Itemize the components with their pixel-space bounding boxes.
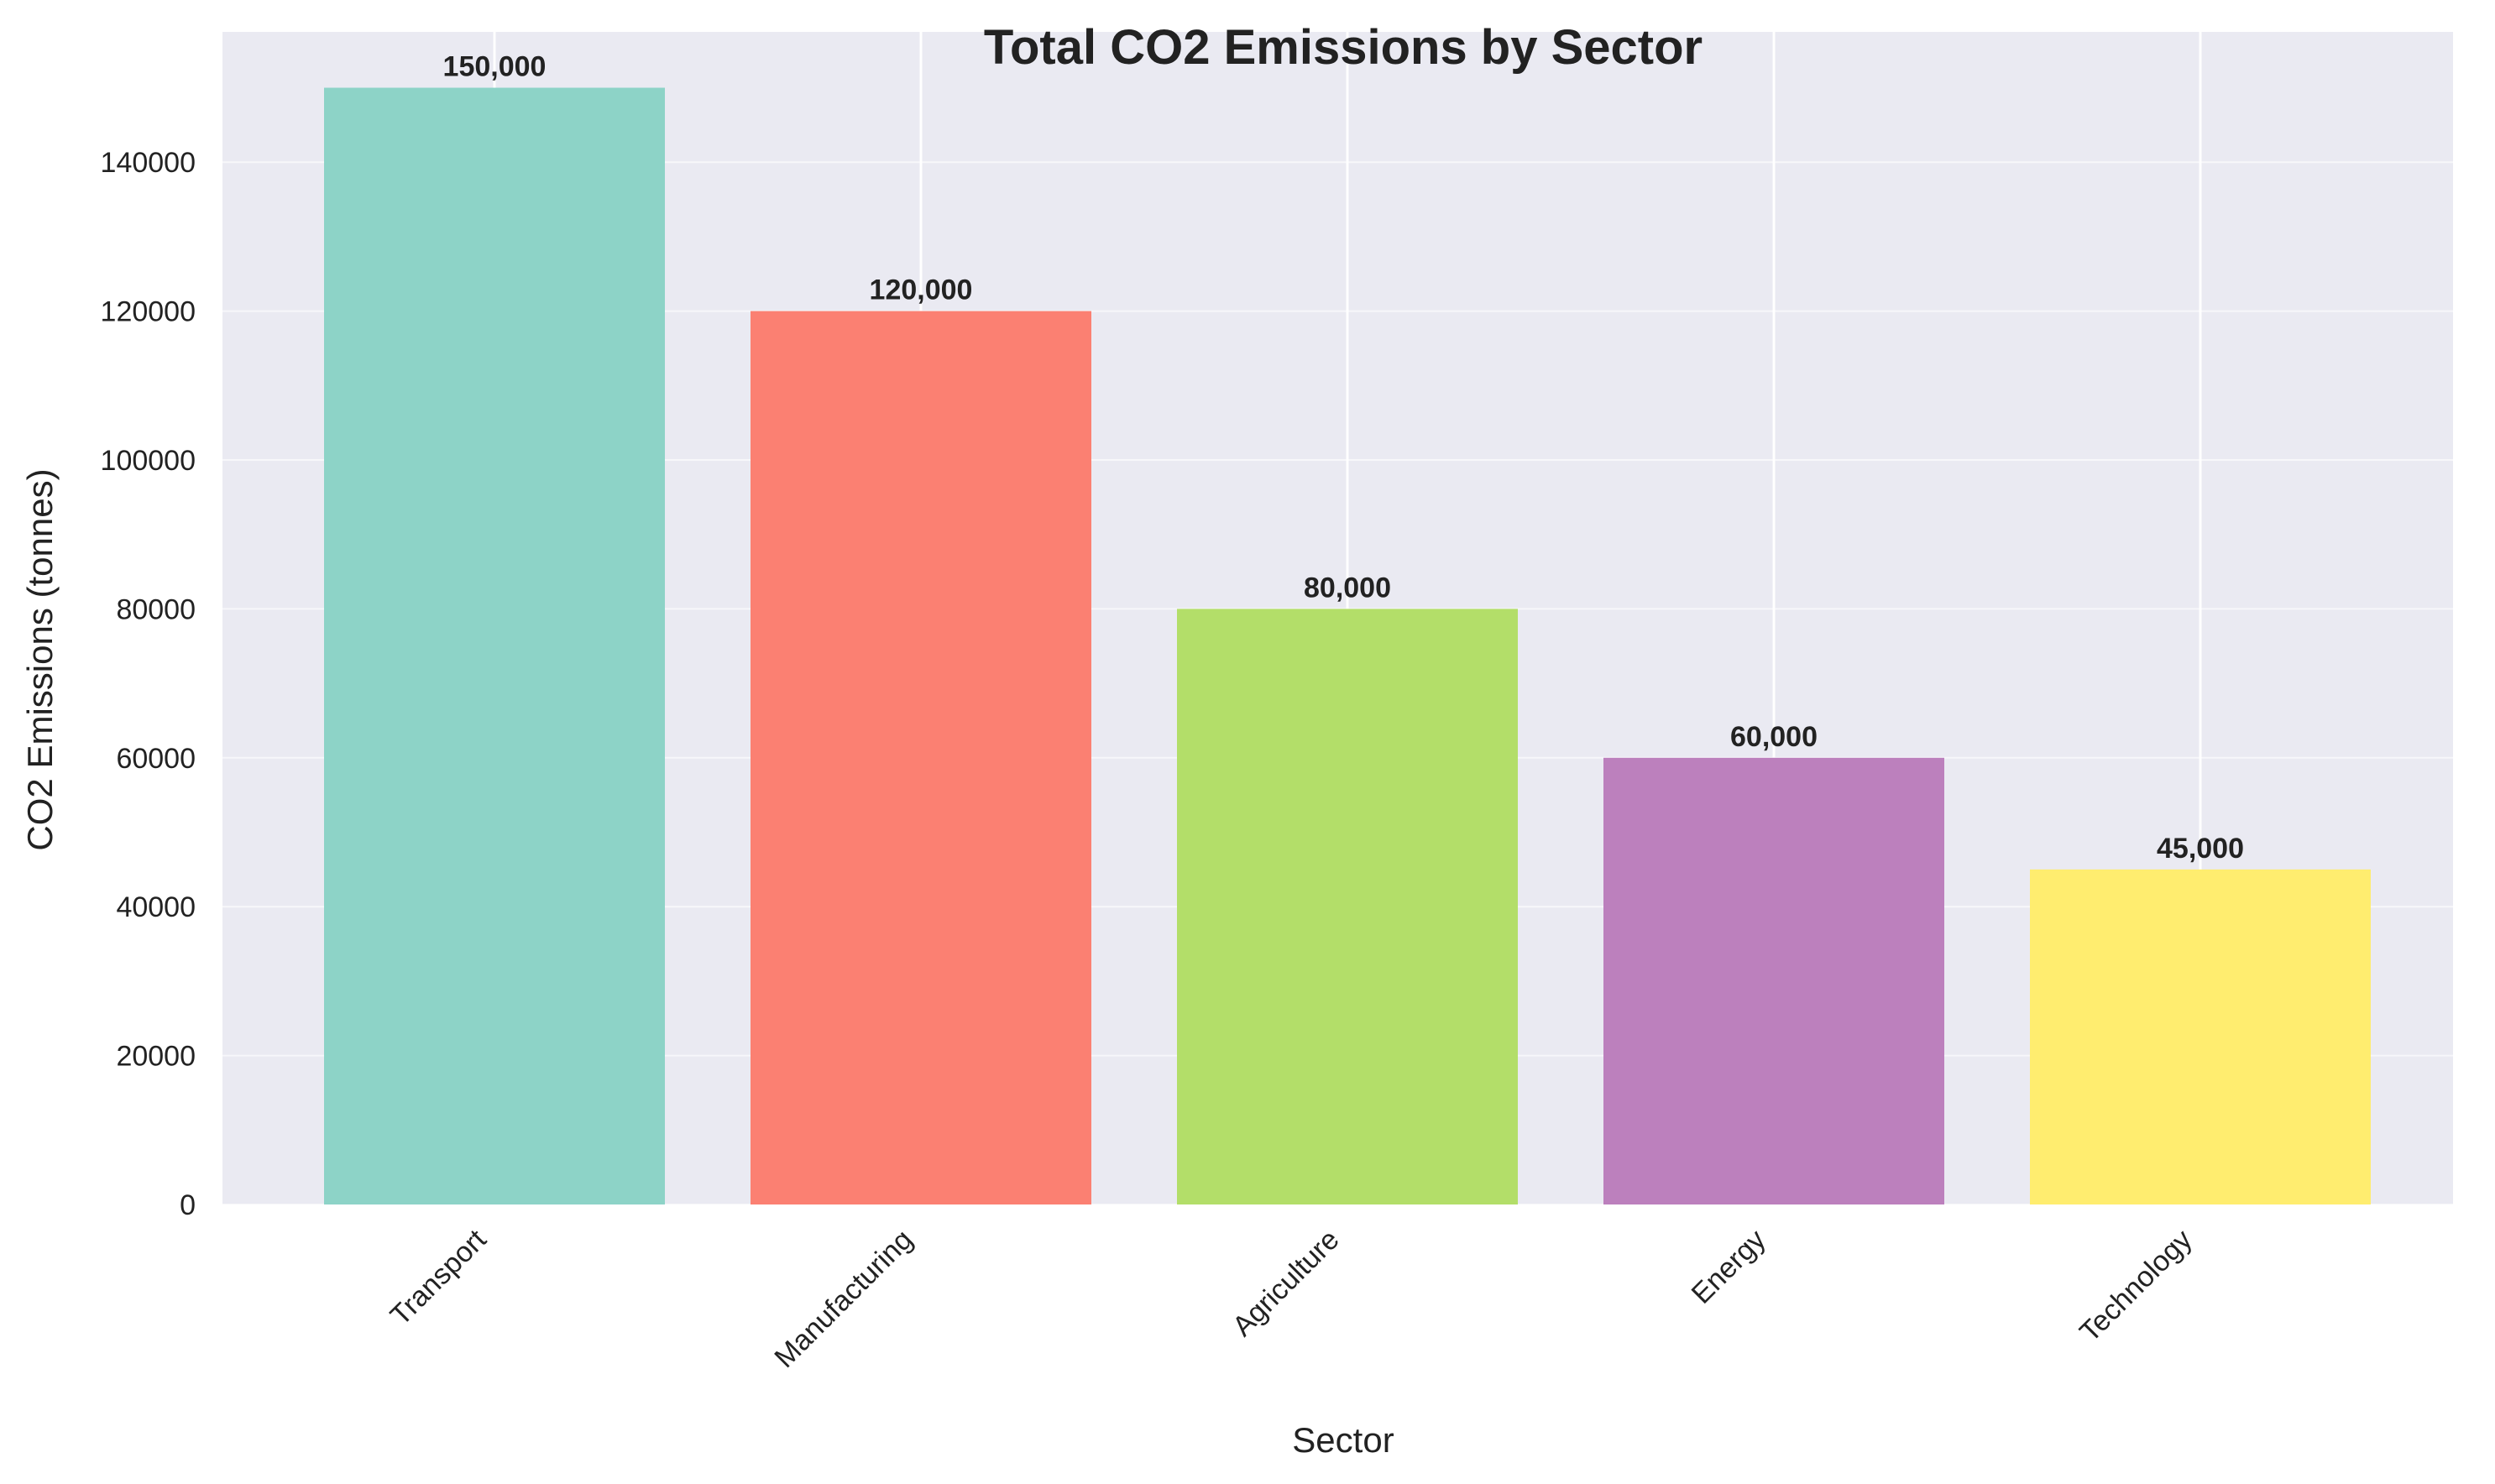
data-label-transport: 150,000 (443, 51, 547, 83)
bar-technology (2030, 869, 2371, 1204)
y-tick-label: 0 (180, 1189, 196, 1221)
bar-agriculture (1177, 609, 1518, 1204)
y-tick-label: 40000 (116, 891, 196, 923)
y-tick-label: 20000 (116, 1041, 196, 1073)
data-label-manufacturing: 120,000 (870, 274, 973, 306)
y-axis-label: CO2 Emissions (tonnes) (20, 468, 60, 850)
x-tick-label-energy: Energy (1686, 1224, 1772, 1310)
chart-title: Total CO2 Emissions by Sector (984, 20, 1703, 75)
x-tick-label-technology: Technology (2074, 1224, 2199, 1349)
x-tick-label-agriculture: Agriculture (1227, 1224, 1346, 1343)
x-tick-label-transport: Transport (384, 1223, 493, 1331)
bars (324, 87, 2371, 1205)
y-tick-label: 60000 (116, 743, 196, 775)
y-tick-label: 100000 (101, 445, 196, 477)
data-label-energy: 60,000 (1730, 721, 1818, 753)
x-axis-label: Sector (1292, 1420, 1394, 1460)
x-tick-label-manufacturing: Manufacturing (768, 1224, 918, 1374)
bar-energy (1603, 757, 1944, 1204)
bar-manufacturing (751, 311, 1091, 1205)
data-label-agriculture: 80,000 (1304, 572, 1391, 604)
y-tick-label: 80000 (116, 593, 196, 625)
bar-transport (324, 87, 665, 1205)
data-label-technology: 45,000 (2157, 833, 2244, 865)
y-tick-label: 140000 (101, 147, 196, 179)
data-labels: 150,000 120,000 80,000 60,000 45,000 (443, 51, 2244, 865)
y-tick-label: 120000 (101, 296, 196, 328)
